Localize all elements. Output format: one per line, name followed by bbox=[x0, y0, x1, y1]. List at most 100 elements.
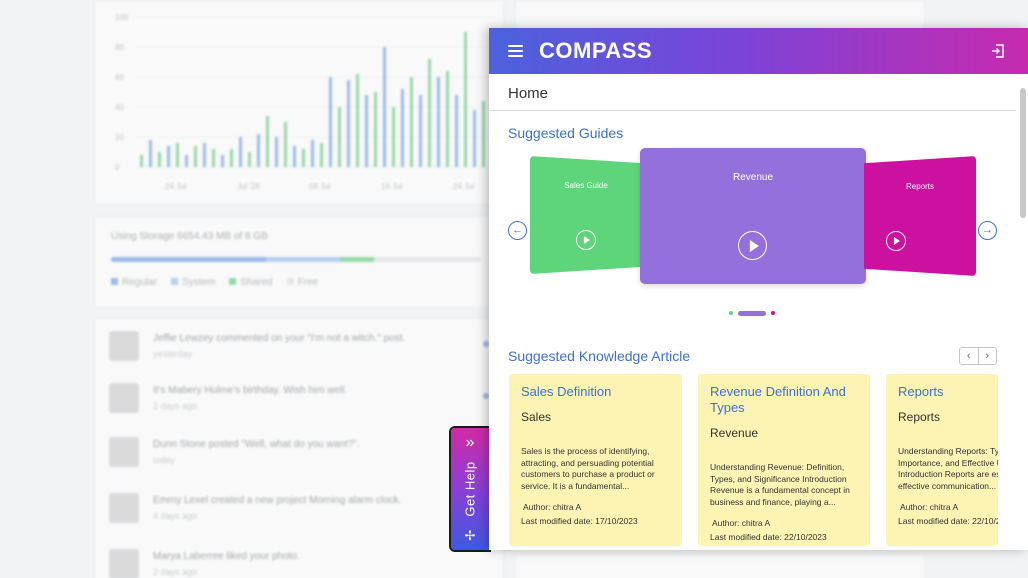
avatar bbox=[109, 331, 139, 361]
chart-bar bbox=[392, 107, 395, 167]
page-title: Home bbox=[508, 85, 549, 102]
logout-icon[interactable] bbox=[990, 43, 1006, 59]
feed-item: It's Mabery Hulme's birthday. Wish him w… bbox=[109, 379, 489, 419]
activity-feed-card: Jeffie Lewzey commented on your "I'm not… bbox=[94, 318, 504, 578]
article-title[interactable]: Sales Definition bbox=[521, 384, 612, 399]
chart-bar bbox=[275, 137, 278, 167]
suggested-guides-title: Suggested Guides bbox=[508, 125, 624, 141]
article-modified-date: Last modified date: 22/10/2023 bbox=[710, 532, 827, 542]
chart-bar bbox=[158, 152, 161, 167]
article-description: Understanding Reports: Types, Importance… bbox=[898, 446, 998, 491]
move-handle-icon[interactable]: ✢ bbox=[464, 528, 476, 543]
chart-bar bbox=[356, 74, 359, 167]
x-tick-label: 24 Jul bbox=[453, 182, 475, 191]
panel-header: COMPASS bbox=[489, 28, 1028, 74]
carousel-dot[interactable] bbox=[729, 311, 733, 315]
article-card[interactable]: Reports Reports Understanding Reports: T… bbox=[886, 374, 998, 546]
article-modified-date: Last modified date: 22/10/2023 bbox=[898, 516, 998, 526]
chart-bar bbox=[383, 47, 386, 167]
chart-bar bbox=[455, 95, 458, 167]
chart-bar bbox=[293, 146, 296, 167]
y-tick-label: 100 bbox=[115, 13, 129, 22]
carousel-next-arrow-icon[interactable]: → bbox=[978, 221, 997, 240]
chart-bar bbox=[464, 32, 467, 167]
storage-label: Using Storage 6654.43 MB of 8 GB bbox=[111, 231, 268, 242]
chart-bar bbox=[230, 149, 233, 167]
chart-bar bbox=[167, 146, 170, 167]
bottom-card bbox=[515, 555, 925, 578]
chart-bar bbox=[329, 77, 332, 167]
x-tick-label: 24 Jul bbox=[165, 182, 187, 191]
chart-bar bbox=[365, 95, 368, 167]
chart-bar bbox=[248, 152, 251, 167]
chart-bar bbox=[212, 149, 215, 167]
chart-bar bbox=[221, 155, 224, 167]
guide-card-sales[interactable]: Sales Guide bbox=[530, 156, 642, 274]
home-breadcrumb: Home bbox=[489, 74, 1016, 111]
chart-bar bbox=[239, 137, 242, 167]
traffic-chart-card: 100 80 60 40 20 0 24 Jul Jul '26 08 Jul 16 Jul 24 … bbox=[94, 0, 504, 205]
chart-bar bbox=[149, 140, 152, 167]
hamburger-menu-icon[interactable] bbox=[508, 45, 523, 57]
carousel-dot[interactable] bbox=[771, 311, 775, 315]
article-category: Sales bbox=[521, 410, 552, 424]
feed-item: Marya Laberree liked your photo. 2 days … bbox=[109, 545, 489, 578]
chart-bar bbox=[419, 95, 422, 167]
guide-card-reports[interactable]: Reports bbox=[864, 156, 976, 276]
chart-bar bbox=[284, 122, 287, 167]
storage-card: Using Storage 6654.43 MB of 8 GB Regular… bbox=[94, 216, 504, 308]
storage-legend: Regular System Shared Free bbox=[111, 277, 318, 288]
chart-bar bbox=[374, 92, 377, 167]
avatar bbox=[109, 383, 139, 413]
y-tick-label: 20 bbox=[115, 133, 124, 142]
avatar bbox=[109, 493, 139, 523]
unread-dot bbox=[483, 393, 489, 399]
guide-title: Reports bbox=[905, 182, 934, 191]
article-title[interactable]: Revenue Definition And Types bbox=[710, 384, 846, 415]
pager-prev-icon[interactable]: ‹ bbox=[960, 348, 979, 364]
article-title[interactable]: Reports bbox=[898, 384, 944, 399]
article-description: Understanding Revenue: Definition, Types… bbox=[710, 462, 850, 507]
avatar bbox=[109, 549, 139, 578]
pager-next-icon[interactable]: › bbox=[985, 350, 990, 362]
legend-free: Free bbox=[286, 277, 318, 288]
y-tick-label: 80 bbox=[115, 43, 124, 52]
chart-bar bbox=[473, 110, 476, 167]
y-tick-label: 40 bbox=[115, 103, 124, 112]
article-card[interactable]: Revenue Definition And Types Revenue Und… bbox=[698, 374, 870, 546]
compass-panel: COMPASS Home Suggested Guides ← → Sales … bbox=[489, 28, 1028, 550]
legend-regular: Regular bbox=[111, 277, 157, 288]
traffic-bar-chart: 100 80 60 40 20 0 24 Jul Jul '26 08 Jul 16 Jul 24 … bbox=[115, 13, 495, 191]
chart-bar bbox=[428, 59, 431, 167]
chart-bar bbox=[446, 71, 449, 167]
feed-item: Emmy Lexel created a new project Morning… bbox=[109, 489, 489, 529]
panel-scrollbar[interactable] bbox=[1020, 88, 1026, 218]
collapse-chevron-icon[interactable]: » bbox=[465, 434, 475, 451]
chart-bar bbox=[347, 80, 350, 167]
article-category: Revenue bbox=[710, 426, 759, 440]
get-help-label: Get Help bbox=[462, 461, 478, 517]
feed-item: Dunn Stone posted "Well, what do you wan… bbox=[109, 433, 489, 473]
chart-bar bbox=[311, 140, 314, 167]
article-author: Author: chitra A bbox=[900, 502, 959, 512]
play-icon[interactable] bbox=[576, 230, 596, 250]
x-tick-label: 08 Jul bbox=[309, 182, 331, 191]
feed-item: Jeffie Lewzey commented on your "I'm not… bbox=[109, 327, 489, 367]
unread-dot bbox=[483, 341, 489, 347]
compass-logo: COMPASS bbox=[539, 38, 653, 63]
guide-card-revenue[interactable]: Revenue bbox=[640, 148, 866, 284]
carousel-prev-arrow-icon[interactable]: ← bbox=[508, 221, 527, 240]
avatar bbox=[109, 437, 139, 467]
legend-shared: Shared bbox=[229, 277, 273, 288]
suggested-articles-title: Suggested Knowledge Article bbox=[508, 348, 691, 364]
chart-bar bbox=[185, 155, 188, 167]
y-tick-label: 0 bbox=[115, 163, 120, 172]
chart-bar bbox=[140, 155, 143, 167]
get-help-tab[interactable]: » Get Help ✢ bbox=[451, 428, 489, 550]
article-card[interactable]: Sales Definition Sales Sales is the proc… bbox=[509, 374, 682, 546]
carousel-dot-active[interactable] bbox=[738, 310, 766, 316]
article-author: Author: chitra A bbox=[523, 502, 582, 512]
play-icon[interactable] bbox=[738, 231, 767, 260]
play-icon[interactable] bbox=[886, 231, 906, 251]
